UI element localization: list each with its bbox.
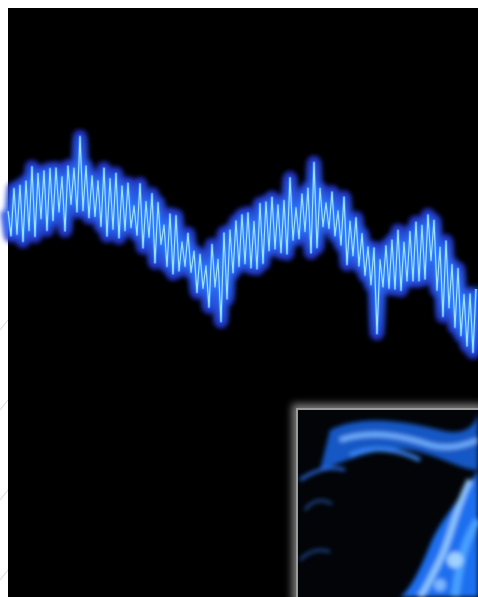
margin-lines [0, 319, 9, 581]
waveform [1, 129, 478, 360]
wave-core [7, 136, 477, 353]
inset-image [298, 410, 478, 597]
